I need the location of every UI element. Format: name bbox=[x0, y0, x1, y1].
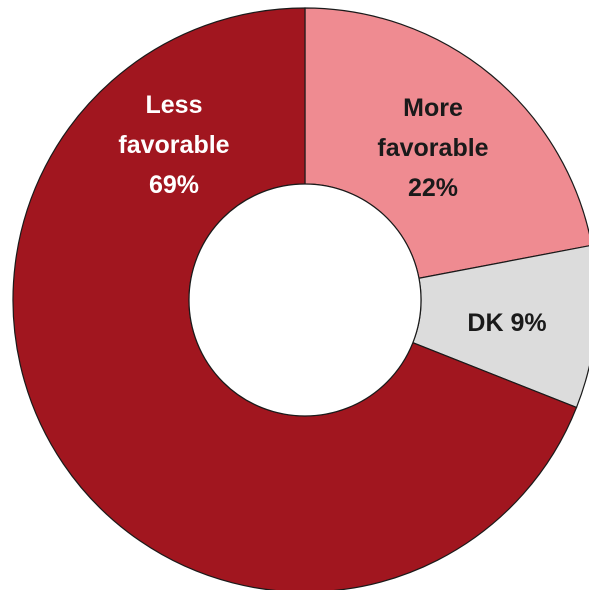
slice-label-less: Less favorable 69% bbox=[118, 91, 229, 199]
slice-label-dk: DK 9% bbox=[467, 309, 546, 337]
slice-label-less-line-1: favorable bbox=[118, 131, 229, 159]
slice-label-less-line-0: Less bbox=[146, 91, 203, 119]
slice-label-less-line-2: 69% bbox=[149, 171, 199, 199]
donut-slices bbox=[12, 7, 589, 590]
donut-hole bbox=[188, 183, 422, 417]
donut-labels: More favorable 22% DK 9% Less favorable 69% bbox=[118, 91, 546, 337]
slice-label-dk-line-0: DK 9% bbox=[467, 309, 546, 337]
slice-label-more-line-2: 22% bbox=[408, 174, 458, 202]
slice-label-more-line-1: favorable bbox=[377, 134, 488, 162]
slice-label-more-line-0: More bbox=[403, 94, 463, 122]
slice-label-more: More favorable 22% bbox=[377, 94, 488, 202]
